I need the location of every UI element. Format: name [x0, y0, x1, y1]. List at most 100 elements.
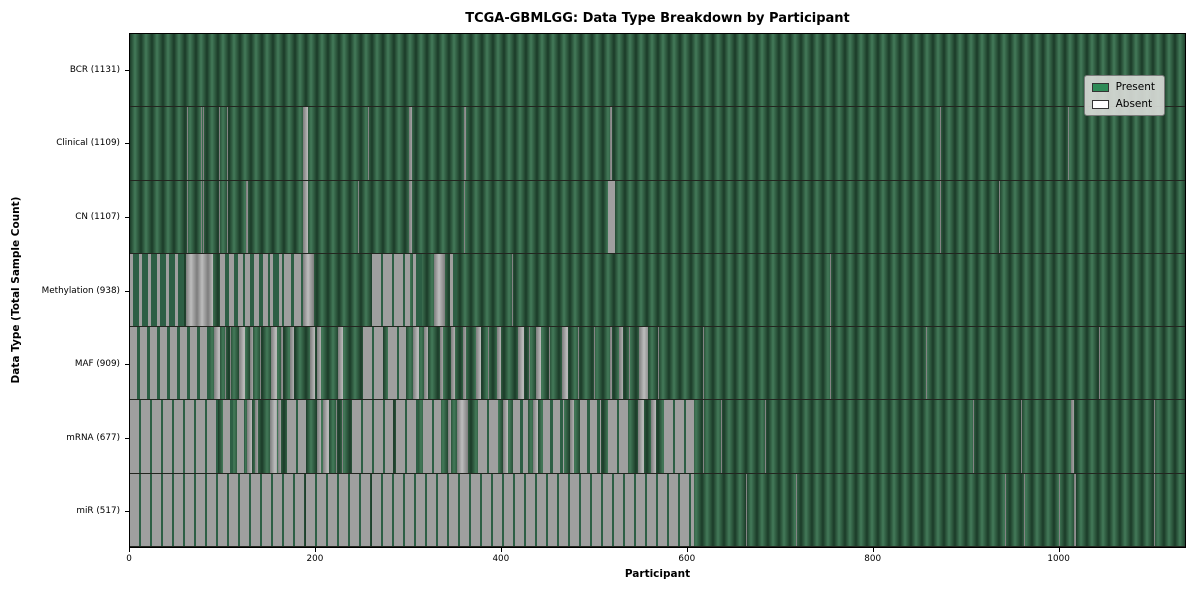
absent-segment: [201, 180, 203, 253]
absent-segment: [1058, 473, 1060, 546]
absent-segment: [609, 107, 613, 180]
absent-segment: [451, 327, 455, 400]
absent-segment: [413, 327, 420, 400]
ytick-mark: [125, 69, 129, 71]
absent-segment: [746, 473, 748, 546]
absent-segment: [580, 400, 602, 473]
absent-segment: [477, 400, 499, 473]
absent-segment: [409, 180, 413, 253]
row-MAF: [130, 327, 1185, 401]
absent-segment: [972, 253, 974, 327]
xtick-label-600: 600: [678, 554, 696, 564]
absent-segment: [245, 253, 271, 327]
ytick-mark: [125, 511, 129, 513]
absent-segment: [227, 180, 229, 253]
absent-segment: [424, 327, 428, 400]
absent-segment: [476, 327, 481, 400]
absent-segment: [464, 180, 465, 253]
absent-segment: [222, 400, 233, 473]
xtick-label-1000: 1000: [1047, 554, 1070, 564]
absent-segment: [1073, 473, 1077, 546]
legend-swatch-present: [1091, 82, 1109, 92]
xtick-mark: [686, 548, 688, 552]
legend-label-present: Present: [1115, 81, 1155, 93]
absent-segment: [396, 400, 418, 473]
ytick-label-BCR: BCR (1131): [69, 64, 120, 75]
absent-segment: [764, 400, 766, 473]
absent-segment: [609, 327, 613, 400]
absent-segment: [434, 253, 445, 327]
absent-segment: [203, 180, 205, 253]
absent-segment: [562, 327, 568, 400]
absent-segment: [409, 107, 413, 180]
xtick-label-800: 800: [864, 554, 882, 564]
absent-segment: [464, 107, 466, 180]
absent-segment: [973, 400, 975, 473]
absent-segment: [219, 180, 220, 253]
absent-segment: [310, 327, 315, 400]
absent-segment: [536, 327, 542, 400]
ytick-label-mRNA: mRNA (677): [66, 432, 120, 443]
absent-segment: [1098, 327, 1100, 400]
xtick-label-200: 200: [306, 554, 324, 564]
absent-segment: [289, 327, 295, 400]
absent-segment: [284, 253, 303, 327]
absent-segment: [342, 400, 344, 473]
absent-segment: [940, 180, 941, 253]
chart-plot-area: Present Absent: [129, 33, 1186, 548]
absent-segment: [528, 327, 530, 400]
absent-segment: [629, 327, 631, 400]
absent-segment: [999, 180, 1001, 253]
absent-segment: [926, 327, 928, 400]
absent-segment: [387, 327, 407, 400]
absent-segment: [255, 400, 259, 473]
x-axis-label: Participant: [624, 568, 691, 580]
absent-segment: [703, 400, 705, 473]
absent-segment: [302, 180, 309, 253]
absent-segment: [214, 327, 220, 400]
absent-segment: [829, 253, 831, 327]
legend: Present Absent: [1083, 75, 1165, 116]
absent-segment: [521, 180, 523, 253]
absent-segment: [517, 327, 525, 400]
absent-segment: [130, 253, 184, 327]
absent-segment: [278, 400, 282, 473]
row-Methylation: [130, 253, 1185, 328]
absent-segment: [368, 107, 370, 180]
absent-segment: [578, 327, 580, 400]
absent-segment: [1020, 400, 1022, 473]
absent-segment: [281, 327, 284, 400]
absent-segment: [259, 327, 261, 400]
absent-segment: [239, 327, 246, 400]
absent-segment: [249, 327, 254, 400]
absent-segment: [372, 253, 411, 327]
xtick-mark: [129, 548, 130, 552]
ytick-label-CN: CN (1107): [75, 211, 120, 222]
absent-segment: [607, 400, 629, 473]
xtick-mark: [1058, 548, 1060, 552]
absent-segment: [423, 400, 441, 473]
absent-segment: [219, 107, 220, 180]
legend-entry-present: Present: [1091, 81, 1155, 93]
absent-segment: [270, 400, 277, 473]
absent-segment: [1068, 107, 1069, 180]
absent-segment: [302, 253, 314, 327]
ytick-label-MAF: MAF (909): [74, 359, 120, 370]
absent-segment: [362, 327, 384, 400]
absent-segment: [230, 327, 232, 400]
absent-segment: [542, 400, 565, 473]
absent-segment: [286, 400, 307, 473]
chart-title: TCGA-GBMLGG: Data Type Breakdown by Part…: [465, 11, 850, 26]
absent-segment: [448, 400, 452, 473]
xtick-mark: [500, 548, 502, 552]
absent-segment: [439, 327, 443, 400]
xtick-mark: [314, 548, 316, 552]
absent-segment: [316, 400, 322, 473]
absent-segment: [358, 180, 360, 253]
ytick-mark: [125, 437, 129, 439]
absent-segment: [456, 400, 468, 473]
absent-segment: [607, 180, 616, 253]
absent-segment: [317, 327, 322, 400]
absent-segment: [351, 400, 393, 473]
absent-segment: [1154, 400, 1156, 473]
